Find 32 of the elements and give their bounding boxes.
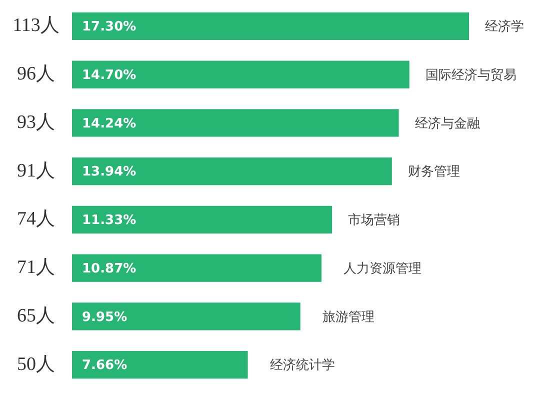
bar bbox=[72, 12, 470, 40]
data-label: 14.24% bbox=[82, 116, 136, 132]
y-tick-label: 经济与金融 bbox=[414, 116, 480, 132]
data-label: 7.66% bbox=[82, 358, 128, 374]
y-tick-label: 经济学 bbox=[485, 20, 524, 35]
text: 93人 bbox=[17, 112, 55, 133]
text: 91人 bbox=[17, 160, 55, 182]
data-label: 13.94% bbox=[82, 164, 136, 180]
y-tick-label: 旅游管理 bbox=[322, 310, 374, 325]
text: 96人 bbox=[17, 64, 55, 85]
bar bbox=[72, 302, 300, 330]
text: 50人 bbox=[17, 354, 55, 375]
bar bbox=[72, 60, 410, 88]
data-label: 9.95% bbox=[82, 310, 128, 325]
data-label: 11.33% bbox=[82, 213, 136, 228]
text: 65人 bbox=[17, 305, 55, 326]
y-tick-label: 经济统计学 bbox=[270, 358, 335, 374]
y-tick-label: 财务管理 bbox=[408, 164, 460, 180]
data-label: 10.87% bbox=[82, 261, 136, 276]
y-tick-label: 市场营销 bbox=[348, 213, 400, 228]
text: 113人 bbox=[12, 15, 60, 36]
data-label: 17.30% bbox=[82, 20, 136, 35]
bar bbox=[72, 158, 392, 186]
data-label: 14.70% bbox=[82, 68, 136, 83]
bar bbox=[72, 351, 248, 379]
y-tick-label: 人力资源管理 bbox=[343, 261, 422, 276]
text: 71人 bbox=[17, 257, 55, 278]
y-tick-label: 国际经济与贸易 bbox=[425, 68, 516, 83]
bar bbox=[72, 206, 332, 234]
bar bbox=[72, 254, 322, 282]
text: 74人 bbox=[17, 208, 55, 230]
bar bbox=[72, 109, 399, 137]
